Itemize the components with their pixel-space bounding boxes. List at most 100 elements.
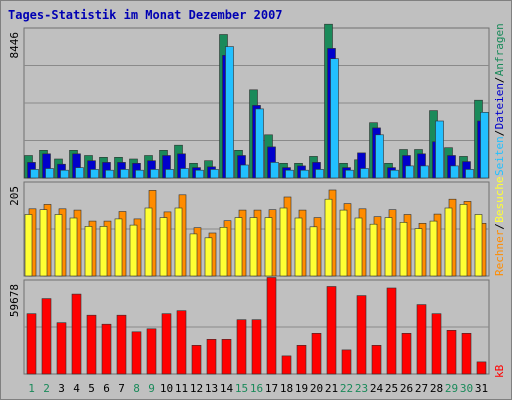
seiten-bar-day-8 xyxy=(135,169,144,179)
besuche-bar-day-27 xyxy=(414,228,423,277)
besuche-bar-day-18 xyxy=(279,207,288,277)
day-label-22: 22 xyxy=(340,382,353,395)
kb-bar-day-9 xyxy=(146,328,157,375)
seiten-bar-day-6 xyxy=(105,169,114,179)
day-label-5: 5 xyxy=(88,382,95,395)
day-label-18: 18 xyxy=(280,382,293,395)
kb-bar-day-15 xyxy=(236,319,247,375)
besuche-bar-day-17 xyxy=(264,217,273,277)
kb-bar-day-1 xyxy=(26,313,37,375)
besuche-bar-day-13 xyxy=(204,237,213,277)
seiten-bar-day-14 xyxy=(225,46,234,179)
besuche-bar-day-21 xyxy=(324,198,333,277)
kb-bar-day-17 xyxy=(266,277,277,375)
day-label-12: 12 xyxy=(190,382,203,395)
seiten-bar-day-30 xyxy=(465,169,474,179)
seiten-bar-day-1 xyxy=(30,169,39,179)
legend-kb: kB xyxy=(493,364,506,378)
besuche-bar-day-25 xyxy=(384,217,393,277)
kb-bar-day-12 xyxy=(191,344,202,375)
legend-separator: / xyxy=(493,223,506,230)
legend-anfragen: Anfragen xyxy=(493,23,506,76)
besuche-bar-day-19 xyxy=(294,217,303,277)
legend-rechner: Rechner xyxy=(493,229,506,276)
kb-bar-day-18 xyxy=(281,355,292,375)
besuche-bar-day-26 xyxy=(399,222,408,277)
kb-bar-day-24 xyxy=(371,344,382,375)
day-label-7: 7 xyxy=(118,382,125,395)
besuche-bar-day-10 xyxy=(159,217,168,277)
day-label-2: 2 xyxy=(43,382,50,395)
day-label-14: 14 xyxy=(220,382,234,395)
kb-bar-day-10 xyxy=(161,313,172,375)
besuche-bar-day-28 xyxy=(429,220,438,277)
requests-files-pages-panel: 8446 xyxy=(8,23,490,179)
kb-bar-day-14 xyxy=(221,338,232,375)
kb-bar-day-27 xyxy=(416,304,427,375)
day-label-8: 8 xyxy=(133,382,140,395)
hosts-visits-panel: 205 xyxy=(8,181,490,277)
besuche-bar-day-22 xyxy=(339,209,348,277)
day-label-24: 24 xyxy=(370,382,384,395)
seiten-bar-day-10 xyxy=(165,169,174,179)
besuche-bar-day-11 xyxy=(174,207,183,277)
besuche-bar-day-8 xyxy=(129,224,138,277)
day-label-15: 15 xyxy=(235,382,248,395)
kb-bar-day-7 xyxy=(116,314,127,375)
kb-bar-day-22 xyxy=(341,349,352,375)
seiten-bar-day-12 xyxy=(195,169,204,179)
besuche-bar-day-15 xyxy=(234,217,243,277)
kb-bar-day-28 xyxy=(431,313,442,375)
kb-bar-day-26 xyxy=(401,332,412,375)
day-label-4: 4 xyxy=(73,382,80,395)
day-label-25: 25 xyxy=(385,382,398,395)
besuche-bar-day-7 xyxy=(114,218,123,277)
kb-bar-day-3 xyxy=(56,322,67,375)
kb-bar-day-5 xyxy=(86,314,97,375)
kb-bar-day-20 xyxy=(311,332,322,375)
besuche-bar-day-3 xyxy=(54,214,63,277)
seiten-bar-day-4 xyxy=(75,167,84,179)
seiten-bar-day-28 xyxy=(435,120,444,179)
seiten-bar-day-25 xyxy=(390,169,399,179)
legend-separator: / xyxy=(493,130,506,137)
day-label-3: 3 xyxy=(58,382,65,395)
besuche-bar-day-2 xyxy=(39,209,48,277)
besuche-bar-day-5 xyxy=(84,226,93,277)
day-label-13: 13 xyxy=(205,382,218,395)
day-label-26: 26 xyxy=(400,382,413,395)
seiten-bar-day-9 xyxy=(150,169,159,179)
besuche-bar-day-1 xyxy=(24,214,33,277)
seiten-bar-day-3 xyxy=(60,169,69,179)
kb-bar-day-30 xyxy=(461,332,472,375)
day-label-17: 17 xyxy=(265,382,278,395)
chart-title: Tages-Statistik im Monat Dezember 2007 xyxy=(8,8,283,22)
seiten-bar-day-27 xyxy=(420,165,429,179)
day-label-11: 11 xyxy=(175,382,188,395)
besuche-bar-day-9 xyxy=(144,207,153,277)
legend-dateien: Dateien xyxy=(493,83,506,129)
besuche-bar-day-31 xyxy=(474,214,483,277)
day-label-29: 29 xyxy=(445,382,458,395)
day-label-21: 21 xyxy=(325,382,338,395)
day-label-9: 9 xyxy=(148,382,155,395)
seiten-bar-day-21 xyxy=(330,58,339,179)
legend-besuche: Besuche xyxy=(493,176,506,222)
seiten-bar-day-29 xyxy=(450,165,459,179)
besuche-bar-day-12 xyxy=(189,233,198,277)
day-label-10: 10 xyxy=(160,382,173,395)
besuche-bar-day-6 xyxy=(99,226,108,277)
kb-bar-day-6 xyxy=(101,323,112,375)
kb-bar-day-23 xyxy=(356,295,367,375)
seiten-bar-day-7 xyxy=(120,169,129,179)
day-label-16: 16 xyxy=(250,382,263,395)
seiten-bar-day-11 xyxy=(180,168,189,179)
seiten-bar-day-5 xyxy=(90,169,99,179)
kb-bar-day-8 xyxy=(131,331,142,375)
bottom-max-label: 59678 xyxy=(8,284,21,317)
day-label-30: 30 xyxy=(460,382,473,395)
seiten-bar-day-15 xyxy=(240,164,249,179)
day-labels: 1 2 3 4 5 6 7 8 9 10 11 12 13 14 15 16 17 18 19 20 21 22 23 24 2… xyxy=(28,382,488,395)
seiten-bar-day-13 xyxy=(210,169,219,179)
